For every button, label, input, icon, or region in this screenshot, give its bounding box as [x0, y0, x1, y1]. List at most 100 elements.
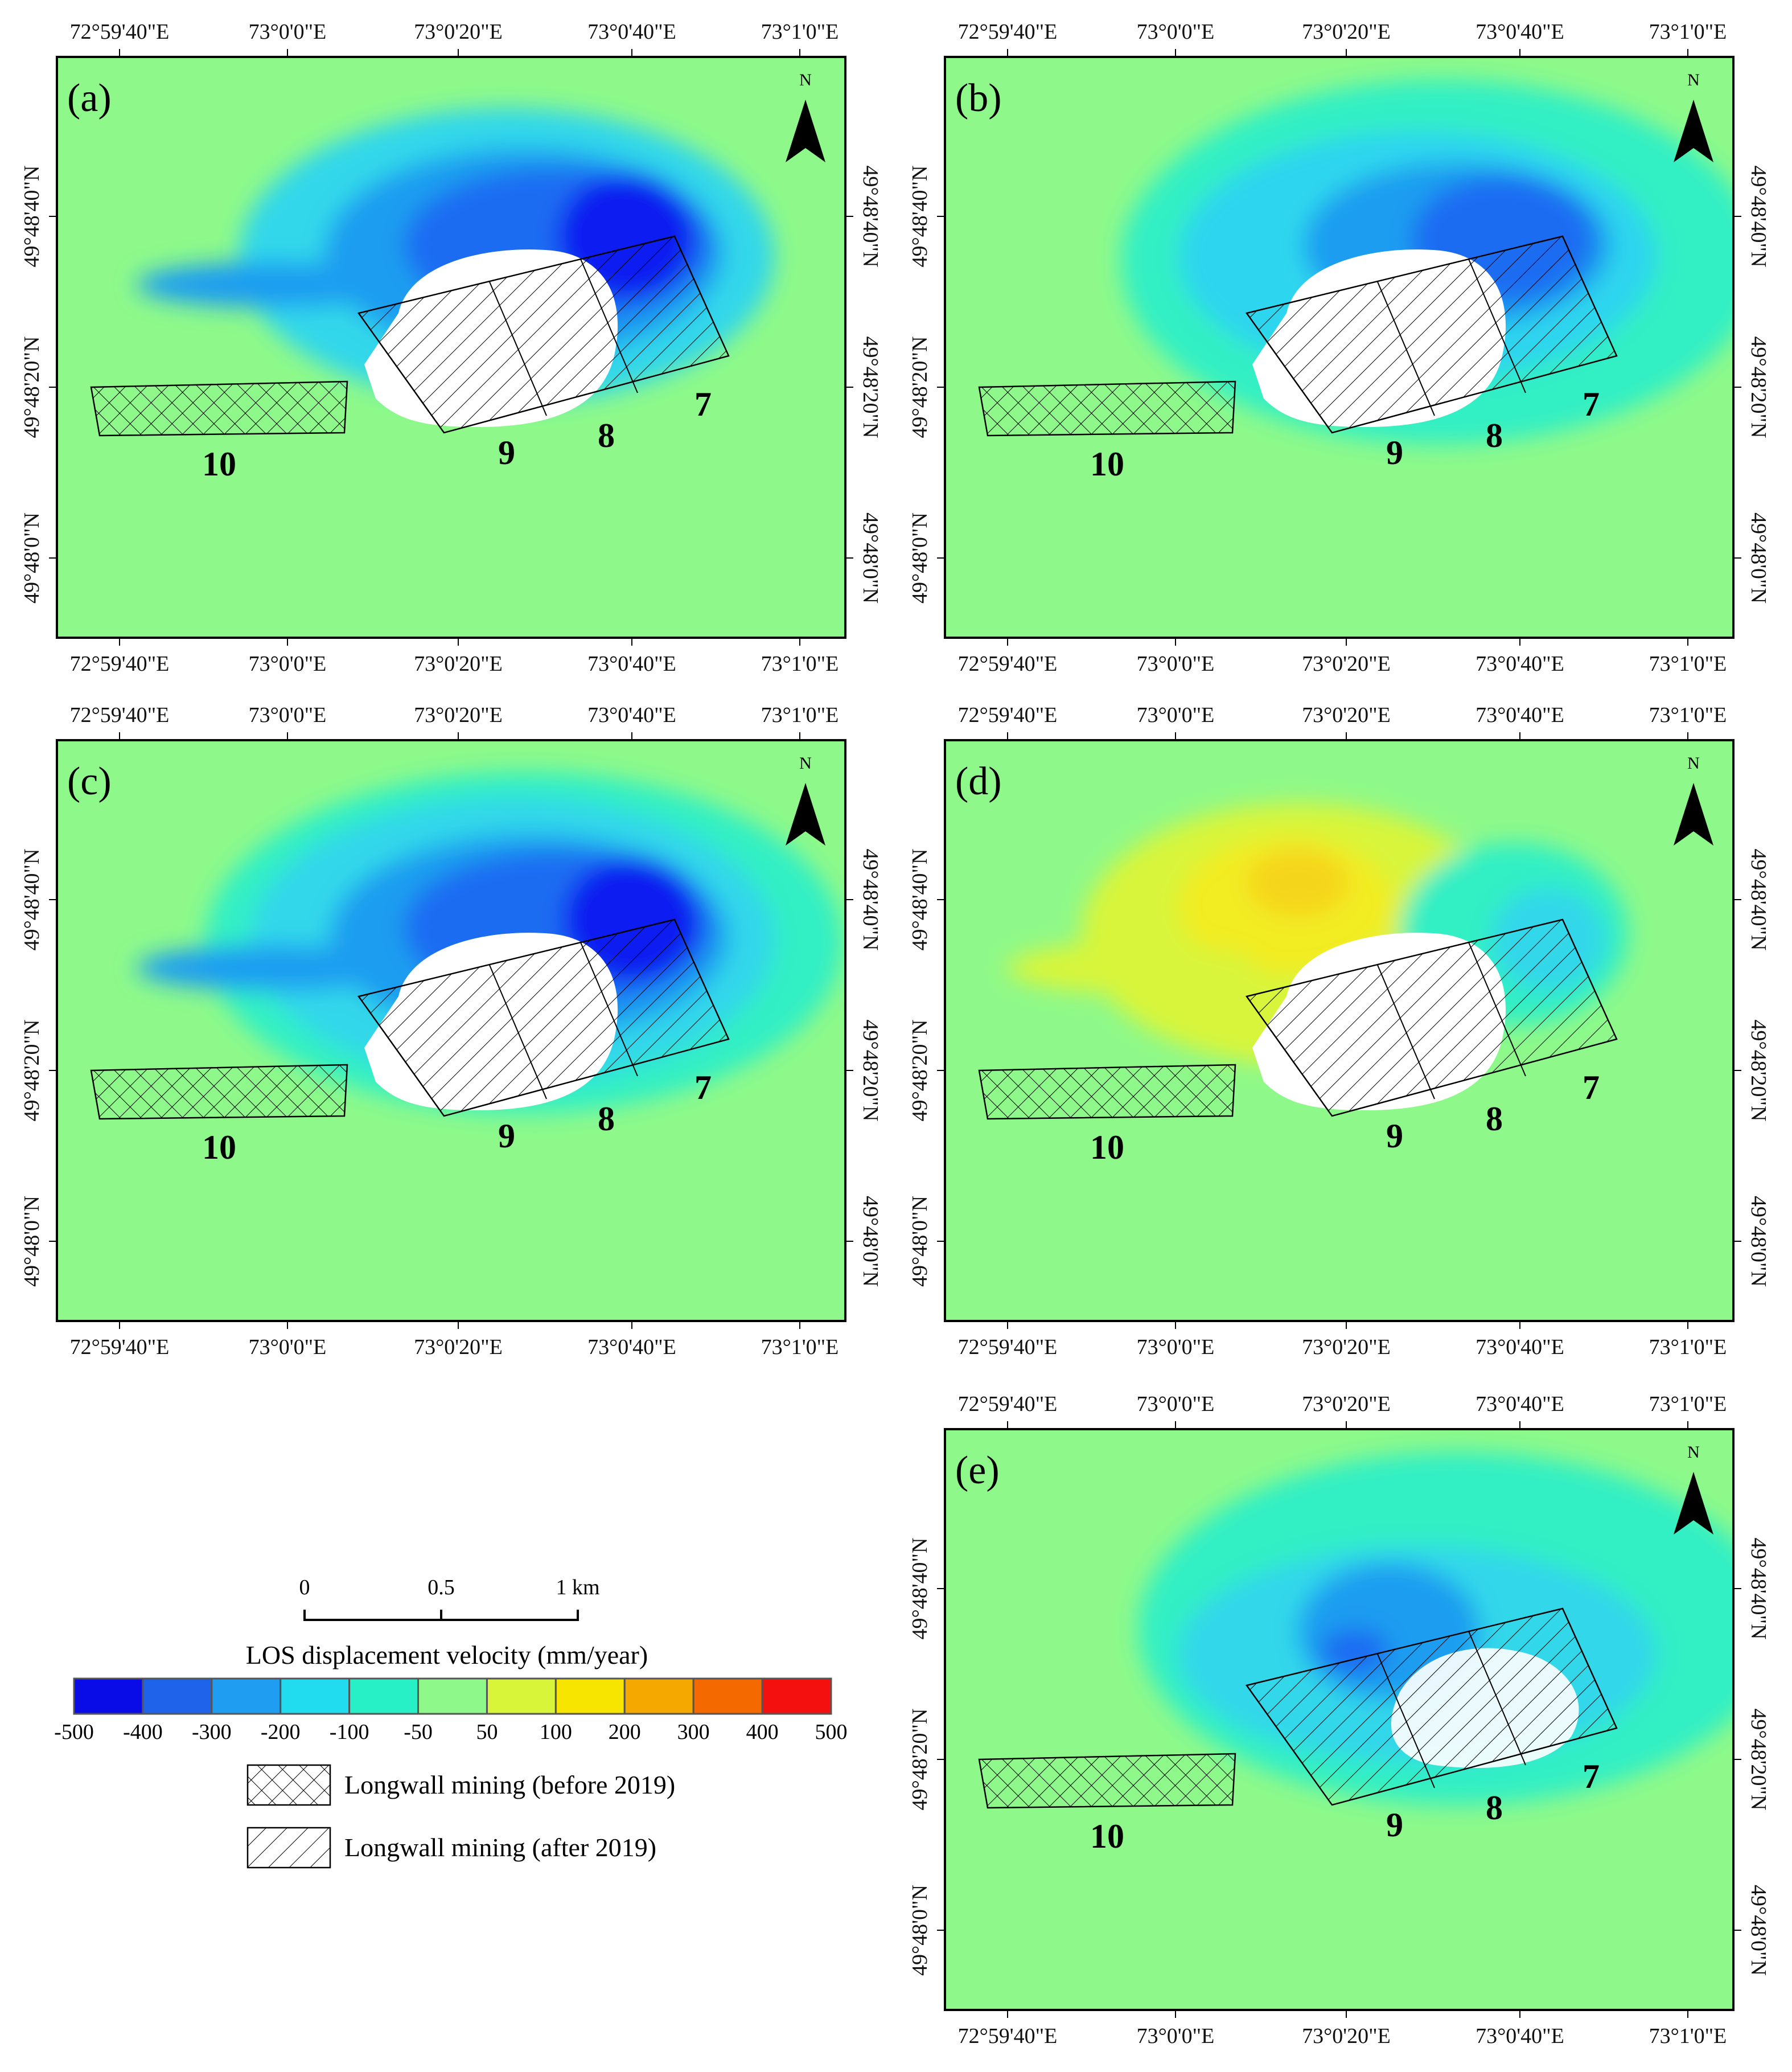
lon-tick-label-bottom: 72°59'40"E	[70, 1335, 170, 1359]
lon-tick-label-top: 73°0'40"E	[1475, 1392, 1564, 1416]
lon-tick-label-top: 73°1'0"E	[761, 20, 839, 44]
colorbar-tick-label: -400	[123, 1720, 163, 1744]
longwall-panels-7-9	[357, 918, 730, 1117]
lat-tick-label-left: 49°48'20"N	[908, 337, 932, 438]
panel-number-8: 8	[598, 1100, 615, 1138]
panel-divider	[1377, 965, 1435, 1099]
lon-tick-label-bottom: 73°0'20"E	[1302, 2024, 1391, 2048]
map-frame	[56, 56, 846, 639]
panel-number-7: 7	[694, 1069, 712, 1106]
panel-divider	[1468, 259, 1526, 393]
lat-tick-label-left: 49°48'0"N	[908, 1885, 932, 1976]
colorbar-swatch	[692, 1677, 763, 1715]
lon-tick-label-bottom: 72°59'40"E	[958, 1335, 1058, 1359]
colorbar-tick-label: -500	[54, 1720, 94, 1744]
panel-label: (c)	[67, 760, 112, 803]
colorbar-swatch	[417, 1677, 488, 1715]
lat-tick-label-right: 49°48'40"N	[1746, 849, 1770, 951]
panel-divider	[1468, 942, 1526, 1077]
lon-tick-label-bottom: 73°0'40"E	[1475, 652, 1564, 676]
colorbar-tick-label: -50	[404, 1720, 433, 1744]
panel-number-10: 10	[1090, 445, 1124, 483]
lon-tick-label-bottom: 73°0'0"E	[1137, 652, 1215, 676]
legend-item-label: Longwall mining (before 2019)	[344, 1770, 675, 1799]
panel-number-10: 10	[1090, 1817, 1124, 1855]
north-label: N	[799, 71, 812, 89]
lat-tick-label-left: 49°48'20"N	[20, 337, 44, 438]
lon-tick-label-top: 73°1'0"E	[1649, 1392, 1727, 1416]
colorbar-tick-label: 200	[609, 1720, 641, 1744]
north-arrow-icon: N	[786, 71, 825, 162]
lon-tick-label-bottom: 73°0'20"E	[414, 1335, 503, 1359]
lon-tick-label-top: 73°0'0"E	[1137, 20, 1215, 44]
lat-tick-label-right: 49°48'0"N	[858, 512, 882, 604]
lon-tick-label-top: 73°0'40"E	[1475, 703, 1564, 727]
lat-tick-label-left: 49°48'0"N	[20, 512, 44, 604]
lon-tick-label-top: 72°59'40"E	[70, 20, 170, 44]
colorbar-swatch	[142, 1677, 213, 1715]
velocity-zone	[1247, 848, 1349, 917]
map-panel: (c) N 7 8 9 10 72°59'40"E 72°59'40"E 73°0'0"E 73°…	[20, 703, 882, 1359]
colorbar-tick-label: -300	[192, 1720, 232, 1744]
lat-tick-label-right: 49°48'20"N	[858, 337, 882, 438]
panel-number-8: 8	[1486, 1789, 1503, 1827]
lat-tick-label-right: 49°48'40"N	[1746, 1538, 1770, 1640]
colorbar-swatch	[211, 1677, 282, 1715]
colorbar-tick-label: 100	[540, 1720, 572, 1744]
north-label: N	[1687, 71, 1700, 89]
legend: 0 0.5 1 km LOS displacement velocity (mm/ye…	[54, 1575, 848, 1869]
lon-tick-label-top: 73°0'40"E	[587, 703, 676, 727]
longwall-panel-10	[90, 380, 348, 437]
lon-tick-label-top: 73°0'40"E	[587, 20, 676, 44]
colorbar-tick-label: -200	[261, 1720, 301, 1744]
panel-divider	[1468, 1631, 1526, 1766]
lon-tick-label-bottom: 73°0'40"E	[1475, 1335, 1564, 1359]
panel-number-10: 10	[1090, 1129, 1124, 1166]
colorbar-tick-label: 400	[746, 1720, 779, 1744]
panel-divider	[1377, 281, 1435, 416]
panel-number-8: 8	[1486, 1100, 1503, 1138]
lon-tick-label-bottom: 72°59'40"E	[958, 652, 1058, 676]
colorbar-swatch	[348, 1677, 420, 1715]
longwall-panels-7-9	[1245, 1607, 1618, 1806]
panel-number-7: 7	[1583, 385, 1600, 423]
map-frame	[944, 56, 1735, 639]
lat-tick-label-left: 49°48'0"N	[20, 1196, 44, 1287]
panel-number-9: 9	[1386, 1806, 1403, 1844]
lon-tick-label-top: 73°0'20"E	[414, 703, 503, 727]
map-frame	[56, 739, 846, 1322]
lon-tick-label-bottom: 73°1'0"E	[1649, 1335, 1727, 1359]
lon-tick-label-top: 73°0'0"E	[1137, 1392, 1215, 1416]
legend-swatch-crosshatch	[246, 1764, 331, 1806]
lon-tick-label-bottom: 73°1'0"E	[761, 1335, 839, 1359]
colorbar-swatch	[73, 1677, 144, 1715]
panel-number-9: 9	[498, 1117, 515, 1155]
lat-tick-label-left: 49°48'40"N	[20, 849, 44, 951]
lon-tick-label-top: 73°1'0"E	[761, 703, 839, 727]
panel-label: (a)	[67, 76, 112, 120]
colorbar-swatch	[554, 1677, 626, 1715]
lon-tick-label-bottom: 72°59'40"E	[958, 2024, 1058, 2048]
lon-tick-label-bottom: 73°1'0"E	[1649, 2024, 1727, 2048]
north-label: N	[1687, 754, 1700, 773]
velocity-zone	[1008, 942, 1258, 994]
lat-tick-label-left: 49°48'40"N	[908, 1538, 932, 1640]
lat-tick-label-right: 49°48'20"N	[1746, 337, 1770, 438]
lon-tick-label-bottom: 73°1'0"E	[1649, 652, 1727, 676]
lat-tick-label-left: 49°48'0"N	[908, 512, 932, 604]
lat-tick-label-left: 49°48'20"N	[908, 1709, 932, 1811]
lon-tick-label-top: 73°0'20"E	[1302, 703, 1391, 727]
lon-tick-label-bottom: 73°0'20"E	[1302, 652, 1391, 676]
panel-divider	[580, 942, 638, 1077]
north-label: N	[799, 754, 812, 773]
lon-tick-label-top: 73°0'0"E	[249, 703, 327, 727]
lon-tick-label-top: 73°1'0"E	[1649, 20, 1727, 44]
lon-tick-label-bottom: 73°0'0"E	[1137, 2024, 1215, 2048]
lat-tick-label-left: 49°48'40"N	[20, 166, 44, 268]
lon-tick-label-bottom: 73°0'20"E	[1302, 1335, 1391, 1359]
lat-tick-label-right: 49°48'0"N	[1746, 1196, 1770, 1287]
north-label: N	[1687, 1443, 1700, 1462]
colorbar-tick-label: 50	[476, 1720, 498, 1744]
lat-tick-label-right: 49°48'40"N	[858, 849, 882, 951]
lon-tick-label-top: 73°0'40"E	[1475, 20, 1564, 44]
